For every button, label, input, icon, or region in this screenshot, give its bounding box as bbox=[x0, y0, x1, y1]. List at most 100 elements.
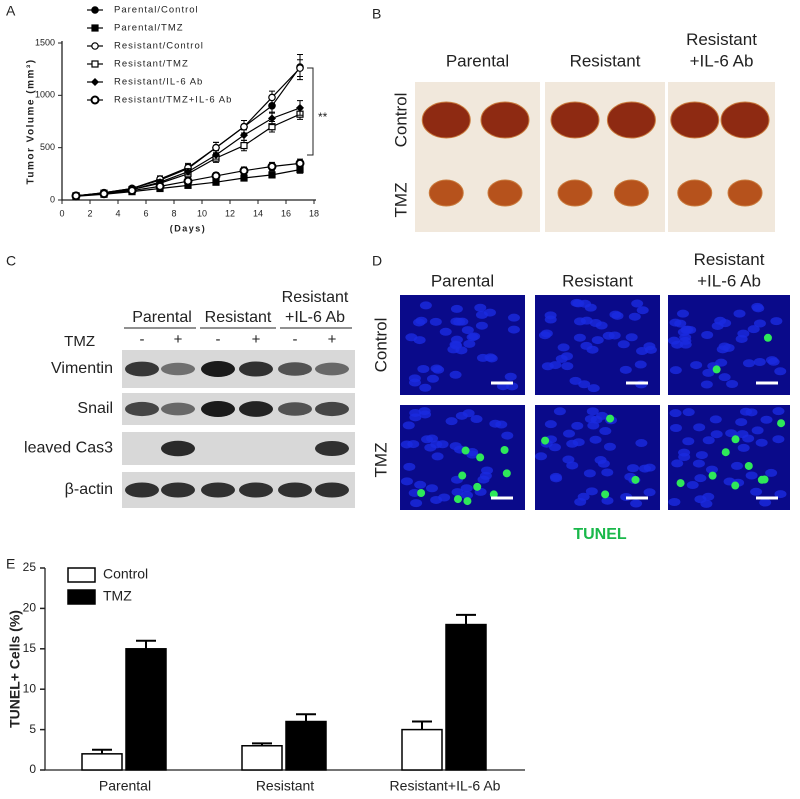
marker bbox=[267, 162, 277, 172]
legend-label: Parental/TMZ bbox=[114, 23, 184, 34]
nucleus bbox=[418, 407, 431, 416]
nucleus bbox=[544, 420, 557, 429]
tumor bbox=[720, 101, 770, 139]
column-label: Resistant bbox=[562, 271, 633, 290]
nucleus bbox=[716, 345, 729, 354]
nucleus bbox=[408, 378, 421, 387]
nucleus bbox=[619, 365, 632, 374]
nucleus bbox=[450, 335, 463, 344]
nucleus bbox=[586, 407, 599, 416]
tunel-cell bbox=[476, 453, 485, 462]
band bbox=[161, 402, 195, 416]
legend-marker bbox=[90, 95, 100, 105]
nucleus bbox=[461, 491, 474, 500]
nucleus bbox=[585, 487, 598, 496]
group-label: Resistant bbox=[205, 309, 272, 326]
nucleus bbox=[455, 411, 468, 420]
group-label: +IL-6 Ab bbox=[285, 309, 345, 326]
marker bbox=[240, 131, 248, 140]
nucleus bbox=[726, 379, 739, 388]
legend-label: Parental/Control bbox=[114, 5, 199, 16]
legend-label: Resistant/IL-6 Ab bbox=[114, 77, 203, 88]
y-tick-label: 0 bbox=[29, 762, 36, 776]
marker bbox=[183, 176, 193, 186]
nucleus bbox=[767, 357, 780, 366]
nucleus bbox=[419, 383, 432, 392]
tumor bbox=[613, 179, 649, 207]
marker bbox=[239, 166, 249, 176]
marker bbox=[296, 103, 304, 112]
bar bbox=[125, 648, 167, 771]
nucleus bbox=[601, 496, 614, 505]
nucleus bbox=[563, 429, 576, 438]
nucleus bbox=[586, 345, 599, 354]
nucleus bbox=[489, 419, 502, 428]
nucleus bbox=[572, 438, 585, 447]
nucleus bbox=[484, 353, 497, 362]
lane-label: - bbox=[216, 331, 221, 348]
nucleus bbox=[553, 407, 566, 416]
y-tick-label: 0 bbox=[50, 194, 55, 204]
tunel-cell bbox=[463, 497, 472, 506]
tunel-cell bbox=[606, 414, 615, 423]
lane-label: + bbox=[328, 331, 337, 348]
nucleus bbox=[643, 463, 656, 472]
marker bbox=[211, 171, 221, 181]
nucleus bbox=[425, 484, 438, 493]
tunel-cell bbox=[541, 436, 550, 445]
marker bbox=[268, 114, 276, 123]
nucleus bbox=[711, 321, 724, 330]
nucleus bbox=[631, 299, 644, 308]
marker bbox=[240, 122, 248, 131]
nucleus bbox=[474, 303, 487, 312]
band bbox=[125, 482, 159, 498]
nucleus bbox=[737, 443, 750, 452]
nucleus bbox=[410, 499, 423, 508]
nucleus bbox=[643, 342, 656, 351]
nucleus bbox=[579, 299, 592, 308]
nucleus bbox=[701, 330, 714, 339]
x-tick-label: 4 bbox=[115, 208, 120, 218]
error-bar bbox=[136, 639, 156, 649]
nucleus bbox=[759, 498, 772, 507]
band bbox=[161, 362, 195, 376]
tunel-cell bbox=[473, 482, 482, 491]
tunel-cell bbox=[731, 435, 740, 444]
bar bbox=[401, 728, 443, 771]
tunel-cell bbox=[489, 490, 498, 499]
tunel-cell bbox=[708, 471, 717, 480]
nucleus bbox=[414, 480, 427, 489]
nucleus bbox=[430, 440, 443, 449]
y-tick-label: 20 bbox=[23, 601, 37, 615]
nucleus bbox=[430, 364, 443, 373]
tumor bbox=[428, 179, 464, 207]
band bbox=[125, 361, 159, 377]
error-bar bbox=[296, 713, 316, 722]
band bbox=[201, 401, 235, 417]
legend-marker bbox=[91, 60, 99, 68]
tumor bbox=[421, 101, 471, 139]
nucleus bbox=[669, 423, 682, 432]
y-tick-label: 1000 bbox=[35, 90, 55, 100]
nucleus bbox=[693, 423, 706, 432]
row-label: Control bbox=[391, 93, 410, 148]
x-tick-label: 0 bbox=[59, 208, 64, 218]
band bbox=[161, 440, 195, 457]
x-tick-label: 16 bbox=[281, 208, 291, 218]
nucleus bbox=[507, 313, 520, 322]
tunel-cell bbox=[461, 446, 470, 455]
nucleus bbox=[772, 435, 785, 444]
nucleus bbox=[753, 357, 766, 366]
nucleus bbox=[560, 352, 573, 361]
nucleus bbox=[765, 468, 778, 477]
row-label: Vimentin bbox=[51, 360, 113, 377]
nucleus bbox=[419, 301, 432, 310]
nucleus bbox=[415, 316, 428, 325]
x-tick-label: 8 bbox=[171, 208, 176, 218]
nucleus bbox=[569, 376, 582, 385]
nucleus bbox=[710, 430, 723, 439]
nucleus bbox=[475, 321, 488, 330]
nucleus bbox=[690, 361, 703, 370]
tunel-cell bbox=[417, 489, 426, 498]
nucleus bbox=[583, 469, 596, 478]
